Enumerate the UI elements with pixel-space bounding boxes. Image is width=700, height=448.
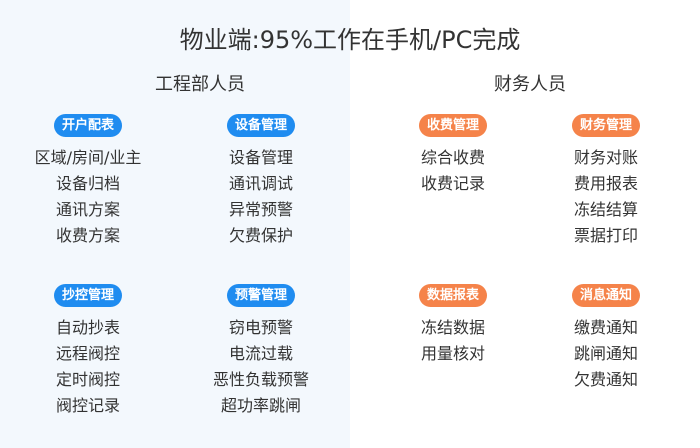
feature-item: 异常预警: [228, 200, 293, 219]
feature-item: 费用报表: [573, 174, 638, 193]
feature-item: 区域/房间/业主: [34, 148, 142, 167]
feature-item: 冻结数据: [420, 318, 485, 337]
feature-item: 欠费通知: [573, 370, 638, 389]
feature-item: 电流过载: [228, 344, 293, 363]
group-badge: 设备管理: [226, 114, 295, 137]
group-badge: 数据报表: [418, 284, 487, 307]
feature-item: 窃电预警: [228, 318, 293, 337]
feature-group: 预警管理窃电预警电流过载恶性负载预警 超功率跳闸: [176, 284, 346, 419]
page-title: 物业端:95%工作在手机/PC完成: [179, 26, 521, 54]
feature-item: 定时阀控: [55, 370, 120, 389]
feature-item: 财务对账: [573, 148, 638, 167]
feature-item: 设备管理: [228, 148, 293, 167]
feature-group: 数据报表冻结数据用量核对: [368, 284, 538, 367]
engineering-panel: [0, 0, 350, 448]
feature-group: 抄控管理自动抄表远程阀控定时阀控阀控记录: [3, 284, 173, 419]
feature-item: 用量核对: [420, 344, 485, 363]
feature-item: 收费记录: [420, 174, 485, 193]
feature-group: 开户配表区域/房间/业主 设备归档通讯方案收费方案: [3, 114, 173, 249]
section-header-finance: 财务人员: [494, 74, 566, 95]
feature-group: 财务管理财务对账费用报表冻结结算票据打印: [521, 114, 691, 249]
feature-item: 自动抄表: [55, 318, 120, 337]
feature-group: 收费管理综合收费收费记录: [368, 114, 538, 197]
feature-item: 冻结结算: [573, 200, 638, 219]
group-badge: 开户配表: [53, 114, 122, 137]
feature-item: 设备归档: [55, 174, 120, 193]
feature-item: 远程阀控: [55, 344, 120, 363]
section-header-engineering: 工程部人员: [155, 74, 245, 95]
group-badge: 抄控管理: [53, 284, 122, 307]
group-badge: 收费管理: [418, 114, 487, 137]
feature-item: 通讯方案: [55, 200, 120, 219]
feature-item: 恶性负载预警: [212, 370, 309, 389]
feature-item: 欠费保护: [228, 226, 293, 245]
group-badge: 预警管理: [226, 284, 295, 307]
group-badge: 财务管理: [571, 114, 640, 137]
feature-item: 收费方案: [55, 226, 120, 245]
feature-item: 缴费通知: [573, 318, 638, 337]
feature-item: 跳闸通知: [573, 344, 638, 363]
feature-group: 消息通知缴费通知跳闸通知欠费通知: [521, 284, 691, 393]
feature-item: 票据打印: [573, 226, 638, 245]
feature-item: 综合收费: [420, 148, 485, 167]
group-badge: 消息通知: [571, 284, 640, 307]
feature-item: 通讯调试: [228, 174, 293, 193]
feature-item: 超功率跳闸: [220, 396, 301, 415]
feature-item: 阀控记录: [55, 396, 120, 415]
feature-group: 设备管理 设备管理 通讯调试 异常预警 欠费保护: [176, 114, 346, 249]
